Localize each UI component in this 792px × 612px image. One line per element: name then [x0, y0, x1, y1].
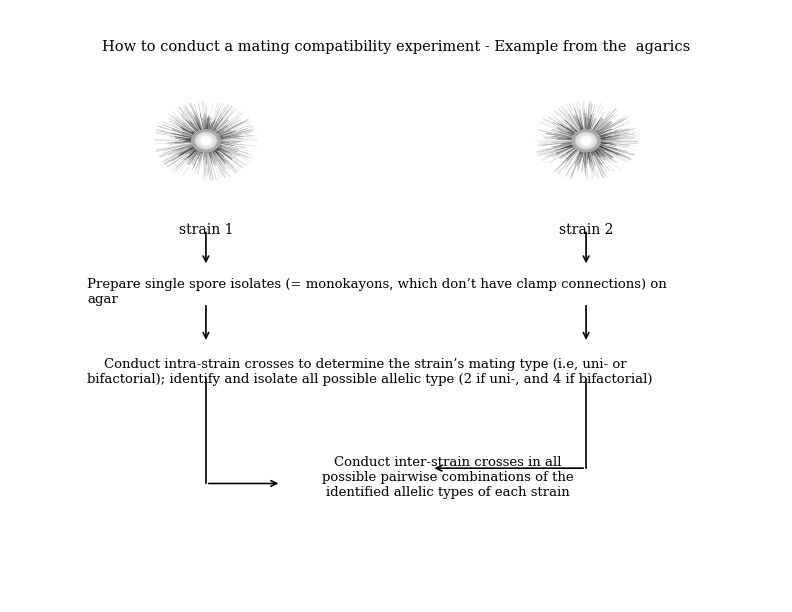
Circle shape [572, 130, 600, 152]
Text: Conduct intra-strain crosses to determine the strain’s mating type (i.e, uni- or: Conduct intra-strain crosses to determin… [87, 358, 653, 386]
Circle shape [192, 130, 220, 152]
Circle shape [199, 135, 213, 146]
Circle shape [201, 137, 211, 144]
Circle shape [579, 135, 593, 146]
Text: How to conduct a mating compatibility experiment - Example from the  agarics: How to conduct a mating compatibility ex… [102, 40, 690, 54]
Circle shape [581, 137, 591, 144]
Circle shape [196, 133, 216, 149]
Text: Conduct inter-strain crosses in all
possible pairwise combinations of the
identi: Conduct inter-strain crosses in all poss… [322, 456, 573, 499]
Text: Prepare single spore isolates (= monokayons, which don’t have clamp connections): Prepare single spore isolates (= monokay… [87, 278, 667, 307]
Text: strain 2: strain 2 [559, 223, 613, 237]
Circle shape [576, 133, 596, 149]
Text: strain 1: strain 1 [179, 223, 233, 237]
